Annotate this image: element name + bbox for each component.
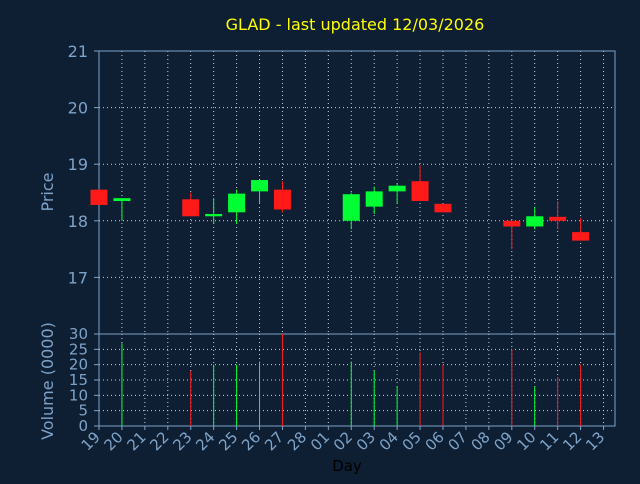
volume-axis-label: Volume (0000) xyxy=(38,322,57,440)
candle-body xyxy=(182,199,200,217)
candle-body xyxy=(388,185,406,192)
candle-body xyxy=(228,193,246,213)
volume-ytick-label: 25 xyxy=(69,340,88,358)
volume-ytick-label: 20 xyxy=(69,356,88,374)
candle-body xyxy=(549,216,567,221)
candle-body xyxy=(205,214,223,217)
candle-body xyxy=(342,194,360,221)
candle-body xyxy=(113,198,131,201)
volume-ytick-label: 10 xyxy=(69,386,88,404)
candle-body xyxy=(411,181,429,201)
volume-ytick-label: 30 xyxy=(69,325,88,343)
candle-body xyxy=(365,191,383,207)
x-tick-label: 13 xyxy=(582,428,608,454)
candle-body xyxy=(503,220,521,227)
candle-body xyxy=(251,180,269,192)
price-ytick-label: 19 xyxy=(68,155,88,174)
candle-body xyxy=(90,189,108,205)
volume-ytick-label: 5 xyxy=(78,402,88,420)
candle-body xyxy=(526,216,544,227)
candle-body xyxy=(572,232,590,241)
volume-panel-frame xyxy=(98,333,616,427)
price-panel-frame xyxy=(98,50,616,335)
chart-title: GLAD - last updated 12/03/2026 xyxy=(226,15,485,34)
price-axis-label: Price xyxy=(38,172,57,211)
x-axis-label: Day xyxy=(332,457,362,475)
volume-ytick-label: 15 xyxy=(69,371,88,389)
volume-ytick-label: 0 xyxy=(78,417,88,435)
price-ytick-label: 21 xyxy=(68,42,88,61)
candle-body xyxy=(273,189,291,210)
candle-body xyxy=(434,203,452,213)
price-ytick-label: 18 xyxy=(68,212,88,231)
price-ytick-label: 17 xyxy=(68,268,88,287)
price-ytick-label: 20 xyxy=(68,99,88,118)
